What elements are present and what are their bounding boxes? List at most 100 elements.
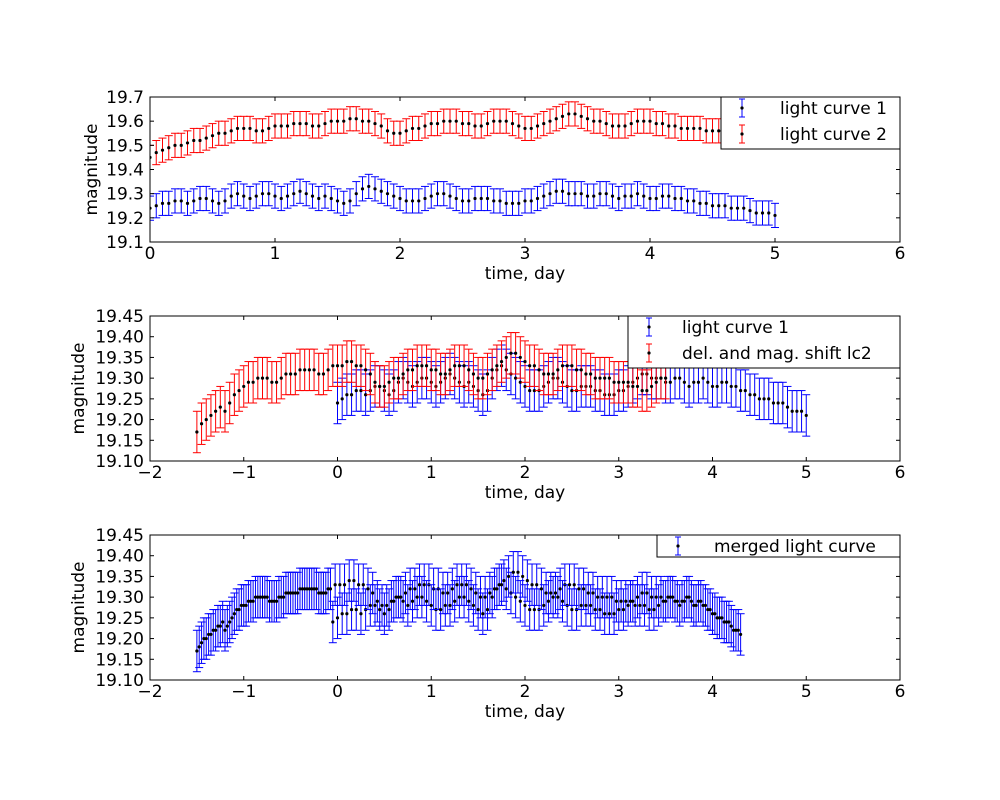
data-point: [242, 194, 246, 198]
series-1: [150, 173, 779, 228]
data-point: [462, 364, 466, 368]
error-bar: [352, 181, 361, 207]
data-point: [443, 603, 447, 608]
data-point: [464, 583, 469, 587]
data-point: [717, 204, 721, 208]
data-point: [727, 620, 731, 624]
data-point: [548, 192, 552, 196]
data-point: [173, 143, 177, 147]
data-point: [717, 616, 722, 620]
data-point: [235, 126, 240, 131]
error-bar: [291, 352, 300, 396]
data-point: [349, 393, 354, 397]
error-bar: [783, 385, 792, 429]
data-point: [724, 620, 729, 624]
data-point: [696, 380, 701, 384]
data-point: [635, 384, 640, 389]
data-point: [754, 211, 758, 215]
data-point: [748, 208, 752, 213]
data-point: [518, 355, 522, 360]
error-bar: [750, 373, 759, 416]
data-point: [485, 372, 490, 376]
data-point: [598, 119, 602, 123]
error-bar: [230, 373, 239, 416]
data-point: [244, 603, 248, 608]
data-point: [604, 192, 608, 196]
data-point: [499, 583, 504, 587]
data-point: [523, 199, 527, 203]
error-bar: [227, 118, 236, 144]
data-point: [542, 372, 546, 376]
data-point: [354, 192, 358, 196]
error-bar: [727, 604, 736, 648]
error-bar: [668, 575, 677, 619]
data-point: [448, 368, 452, 372]
data-point: [279, 595, 283, 599]
data-point: [248, 126, 252, 131]
error-bar: [671, 113, 679, 139]
data-point: [249, 599, 253, 603]
data-point: [235, 192, 240, 196]
data-point: [605, 595, 609, 599]
data-point: [366, 587, 370, 591]
error-bar: [552, 106, 561, 132]
data-point: [260, 192, 265, 196]
error-bar: [321, 183, 329, 209]
error-bar: [366, 352, 375, 396]
error-bar: [441, 352, 450, 396]
data-point: [304, 192, 308, 196]
legend: light curve 1 light curve 2: [720, 96, 901, 150]
data-point: [735, 206, 740, 210]
data-point: [439, 607, 443, 612]
y-tick-label: 19.20: [95, 630, 144, 650]
data-point: [715, 616, 719, 620]
data-point: [560, 189, 565, 193]
data-point: [321, 591, 326, 595]
error-bar: [221, 390, 229, 433]
error-bar: [225, 381, 234, 425]
error-bar: [478, 356, 487, 400]
data-point: [722, 620, 726, 624]
data-point: [218, 624, 222, 628]
data-point: [256, 376, 260, 380]
data-point: [710, 384, 715, 389]
data-point: [217, 201, 221, 205]
data-point: [195, 649, 199, 653]
data-point: [767, 211, 771, 215]
data-point: [804, 413, 808, 418]
data-point: [612, 380, 616, 384]
data-point: [273, 124, 277, 128]
chart-panel-1: 0 1 2 3 4 5 6 19.1 19.2 19.3 19.4 19.5 19.6 19.7 time,…: [82, 88, 905, 284]
error-bar: [252, 183, 261, 209]
x-axis-label: time, day: [485, 483, 565, 503]
data-point: [209, 632, 213, 637]
data-point: [167, 146, 171, 150]
data-point: [567, 583, 572, 587]
data-point: [584, 603, 588, 608]
data-point: [434, 368, 438, 372]
data-point: [462, 595, 466, 599]
data-point: [476, 607, 480, 612]
data-point: [529, 199, 533, 203]
data-point: [260, 595, 265, 599]
data-point: [617, 124, 621, 128]
data-point: [385, 192, 390, 196]
data-point: [544, 591, 548, 595]
error-bar: [358, 176, 367, 202]
data-point: [345, 393, 349, 397]
data-point: [514, 595, 518, 599]
error-bar: [192, 629, 201, 673]
data-point: [237, 607, 241, 612]
error-bar: [340, 563, 349, 606]
data-point: [640, 388, 644, 393]
error-bar: [289, 181, 298, 207]
data-point: [532, 388, 536, 393]
error-bar: [721, 193, 729, 219]
error-bar: [739, 195, 748, 221]
data-point: [310, 194, 315, 198]
data-point: [607, 376, 611, 380]
data-point: [626, 603, 630, 608]
data-point: [532, 364, 536, 368]
data-point: [410, 368, 415, 372]
data-point: [598, 376, 602, 380]
